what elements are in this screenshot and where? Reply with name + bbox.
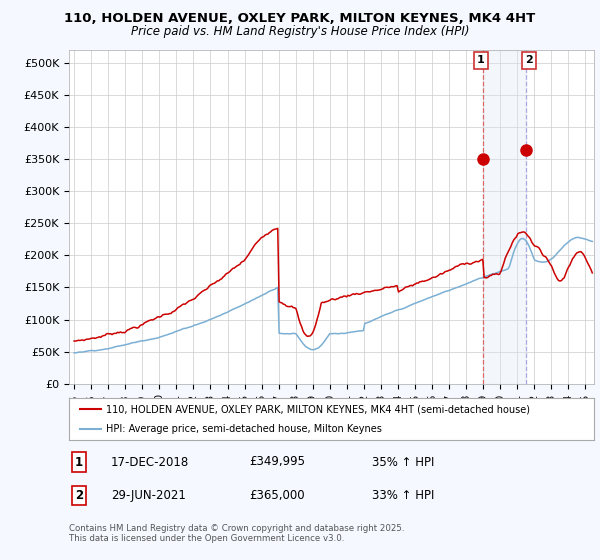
Text: 1: 1	[75, 455, 83, 469]
Text: Price paid vs. HM Land Registry's House Price Index (HPI): Price paid vs. HM Land Registry's House …	[131, 25, 469, 38]
Text: £365,000: £365,000	[249, 489, 305, 502]
Text: 2: 2	[525, 55, 533, 65]
Text: 35% ↑ HPI: 35% ↑ HPI	[372, 455, 434, 469]
Text: 1: 1	[477, 55, 485, 65]
Text: 110, HOLDEN AVENUE, OXLEY PARK, MILTON KEYNES, MK4 4HT (semi-detached house): 110, HOLDEN AVENUE, OXLEY PARK, MILTON K…	[106, 404, 530, 414]
Text: £349,995: £349,995	[249, 455, 305, 469]
Text: 110, HOLDEN AVENUE, OXLEY PARK, MILTON KEYNES, MK4 4HT: 110, HOLDEN AVENUE, OXLEY PARK, MILTON K…	[64, 12, 536, 25]
Text: HPI: Average price, semi-detached house, Milton Keynes: HPI: Average price, semi-detached house,…	[106, 424, 382, 434]
Text: 33% ↑ HPI: 33% ↑ HPI	[372, 489, 434, 502]
Bar	[482, 50, 526, 384]
Text: 29-JUN-2021: 29-JUN-2021	[111, 489, 186, 502]
Text: 17-DEC-2018: 17-DEC-2018	[111, 455, 189, 469]
Text: 2: 2	[75, 489, 83, 502]
Text: Contains HM Land Registry data © Crown copyright and database right 2025.
This d: Contains HM Land Registry data © Crown c…	[69, 524, 404, 543]
